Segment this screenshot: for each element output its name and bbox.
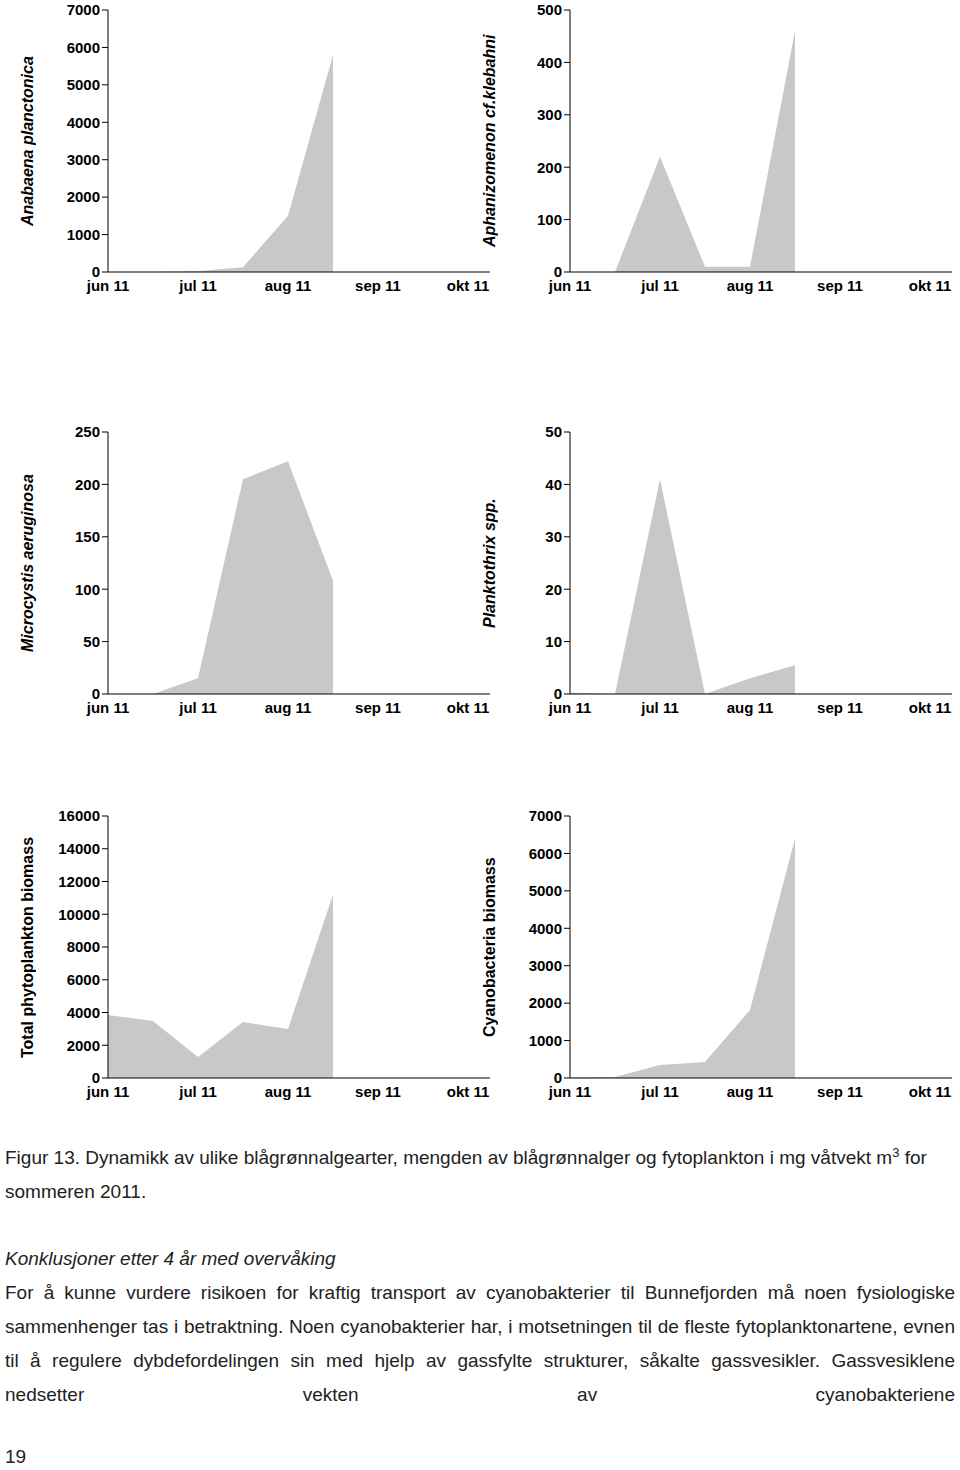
html-text:Aphanizomenon cf.klebahni: Aphanizomenon cf.klebahni <box>481 34 498 248</box>
svg-text:jun 11: jun 11 <box>548 1082 592 1100</box>
svg-text:14000: 14000 <box>58 840 100 857</box>
svg-text:400: 400 <box>537 54 562 71</box>
svg-text:jun 11: jun 11 <box>86 698 130 716</box>
svg-text:12000: 12000 <box>58 873 100 890</box>
svg-text:sep 11: sep 11 <box>355 277 401 294</box>
svg-text:jul 11: jul 11 <box>178 277 217 294</box>
svg-text:500: 500 <box>537 1 562 18</box>
svg-text:250: 250 <box>75 423 100 440</box>
svg-text:100: 100 <box>75 581 100 598</box>
svg-text:1000: 1000 <box>67 226 100 243</box>
svg-text:jun 11: jun 11 <box>86 276 130 294</box>
svg-text:sep 11: sep 11 <box>355 1083 401 1100</box>
svg-text:4000: 4000 <box>67 1004 100 1021</box>
svg-text:sep 11: sep 11 <box>817 699 863 716</box>
svg-text:aug 11: aug 11 <box>727 699 774 716</box>
svg-text:4000: 4000 <box>67 114 100 131</box>
html-text:Cyanobacteria biomass: Cyanobacteria biomass <box>481 857 498 1037</box>
svg-text:jul 11: jul 11 <box>640 277 679 294</box>
html-text:For å kunne vurdere risikoen f: For å kunne vurdere risikoen for kraftig… <box>5 1282 955 1405</box>
svg-text:2000: 2000 <box>67 188 100 205</box>
svg-text:2000: 2000 <box>529 994 562 1011</box>
svg-text:40: 40 <box>545 476 562 493</box>
svg-text:0: 0 <box>92 1069 100 1086</box>
svg-text:300: 300 <box>537 106 562 123</box>
svg-text:okt 11: okt 11 <box>909 277 952 294</box>
html-text:Planktothrix spp.: Planktothrix spp. <box>481 498 498 628</box>
svg-text:jul 11: jul 11 <box>640 699 679 716</box>
svg-text:jun 11: jun 11 <box>548 698 592 716</box>
svg-text:jun 11: jun 11 <box>548 276 592 294</box>
svg-text:0: 0 <box>554 1069 562 1086</box>
svg-text:10: 10 <box>545 633 562 650</box>
svg-text:sep 11: sep 11 <box>817 1083 863 1100</box>
html-text:Microcystis aeruginosa: Microcystis aeruginosa <box>19 474 36 652</box>
svg-text:200: 200 <box>537 159 562 176</box>
svg-text:okt 11: okt 11 <box>447 277 490 294</box>
svg-text:6000: 6000 <box>67 971 100 988</box>
svg-text:30: 30 <box>545 528 562 545</box>
svg-text:0: 0 <box>554 263 562 280</box>
svg-text:okt 11: okt 11 <box>447 1083 490 1100</box>
svg-text:7000: 7000 <box>67 1 100 18</box>
svg-text:sep 11: sep 11 <box>817 277 863 294</box>
svg-text:3000: 3000 <box>67 151 100 168</box>
svg-text:150: 150 <box>75 528 100 545</box>
svg-text:okt 11: okt 11 <box>909 699 952 716</box>
svg-text:7000: 7000 <box>529 807 562 824</box>
svg-text:4000: 4000 <box>529 920 562 937</box>
html-text:Anabaena planctonica: Anabaena planctonica <box>19 56 36 226</box>
svg-text:aug 11: aug 11 <box>265 699 312 716</box>
html-text:Total phytoplankton biomass: Total phytoplankton biomass <box>19 836 36 1058</box>
svg-text:sep 11: sep 11 <box>355 699 401 716</box>
svg-text:jul 11: jul 11 <box>178 699 217 716</box>
svg-text:jun 11: jun 11 <box>86 1082 130 1100</box>
svg-text:200: 200 <box>75 476 100 493</box>
svg-text:2000: 2000 <box>67 1037 100 1054</box>
svg-text:3000: 3000 <box>529 957 562 974</box>
html-text:19: 19 <box>5 1446 27 1467</box>
svg-text:16000: 16000 <box>58 807 100 824</box>
svg-text:jul 11: jul 11 <box>178 1083 217 1100</box>
svg-text:aug 11: aug 11 <box>727 1083 774 1100</box>
svg-text:8000: 8000 <box>67 938 100 955</box>
svg-text:6000: 6000 <box>529 845 562 862</box>
svg-text:aug 11: aug 11 <box>727 277 774 294</box>
svg-text:20: 20 <box>545 581 562 598</box>
svg-text:6000: 6000 <box>67 39 100 56</box>
svg-text:jul 11: jul 11 <box>640 1083 679 1100</box>
svg-text:50: 50 <box>83 633 100 650</box>
svg-text:5000: 5000 <box>529 882 562 899</box>
svg-text:100: 100 <box>537 211 562 228</box>
svg-text:aug 11: aug 11 <box>265 277 312 294</box>
svg-text:okt 11: okt 11 <box>447 699 490 716</box>
svg-text:5000: 5000 <box>67 76 100 93</box>
html-text:Konklusjoner etter 4 år med ov: Konklusjoner etter 4 år med overvåking <box>5 1248 336 1269</box>
svg-text:1000: 1000 <box>529 1032 562 1049</box>
svg-text:0: 0 <box>92 685 100 702</box>
html-text:Figur 13. Dynamikk av ulike bl: Figur 13. Dynamikk av ulike blågrønnalge… <box>5 1145 927 1203</box>
svg-text:0: 0 <box>554 685 562 702</box>
svg-text:50: 50 <box>545 423 562 440</box>
svg-text:0: 0 <box>92 263 100 280</box>
svg-text:aug 11: aug 11 <box>265 1083 312 1100</box>
svg-text:okt 11: okt 11 <box>909 1083 952 1100</box>
svg-text:10000: 10000 <box>58 906 100 923</box>
